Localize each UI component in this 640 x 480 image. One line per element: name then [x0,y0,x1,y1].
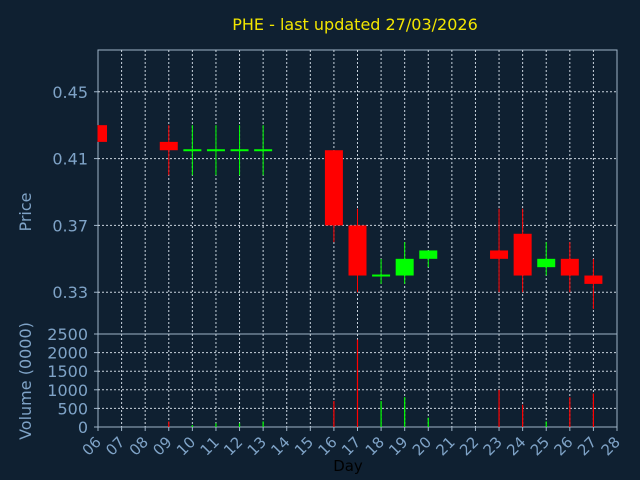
candle-body [98,125,107,142]
x-axis-label: Day [333,457,363,475]
chart-title: PHE - last updated 27/03/2026 [232,15,478,34]
price-panel: 0.45 0.41 0.37 0.33 Price [16,49,618,335]
volume-y-tick-label: 0 [78,418,88,437]
x-axis-ticks: 0607080910111213141516171819202122232425… [79,427,624,459]
volume-bars [168,339,595,427]
x-tick-label: 13 [244,433,270,459]
candle-body [230,149,249,152]
x-tick-label: 11 [197,433,223,459]
x-tick-label: 06 [79,433,105,459]
candle-body [560,258,579,276]
x-tick-label: 24 [503,433,529,459]
candle-body [206,149,225,152]
x-tick-label: 17 [338,433,364,459]
volume-y-tick-label: 1500 [47,362,88,381]
x-tick-label: 07 [102,433,128,459]
x-tick-label: 19 [385,433,411,459]
x-tick-label: 25 [527,433,553,459]
x-tick-label: 10 [173,433,199,459]
x-tick-label: 23 [480,433,506,459]
volume-y-axis-label: Volume (0000) [16,322,35,440]
x-tick-label: 08 [126,433,152,459]
x-tick-label: 27 [574,433,600,459]
x-tick-label: 09 [149,433,175,459]
price-y-tick-label: 0.33 [52,283,88,302]
price-y-ticks: 0.45 0.41 0.37 0.33 [52,83,98,302]
candle-body [348,225,367,276]
price-y-tick-label: 0.37 [52,216,88,235]
volume-y-tick-label: 2500 [47,325,88,344]
candle-body [537,258,556,268]
candle-body [159,141,178,151]
volume-y-tick-label: 2000 [47,344,88,363]
volume-y-tick-label: 1000 [47,381,88,400]
x-tick-label: 26 [550,433,576,459]
price-candles [97,125,603,309]
price-y-tick-label: 0.45 [52,83,88,102]
candle-body [324,150,343,226]
candle-body [254,149,273,152]
x-tick-label: 20 [409,433,435,459]
x-tick-label: 22 [456,433,482,459]
candle-body [395,258,414,276]
candle-body [419,250,438,259]
candle-body [183,149,202,152]
x-tick-label: 28 [598,433,624,459]
x-tick-label: 12 [220,433,246,459]
candle-body [372,274,391,277]
x-tick-label: 18 [362,433,388,459]
price-y-axis-label: Price [16,192,35,231]
volume-y-tick-label: 500 [57,399,88,418]
candle-body [513,233,532,276]
x-tick-label: 21 [432,433,458,459]
candle-body [490,250,509,259]
price-y-tick-label: 0.41 [52,150,88,169]
x-tick-label: 16 [315,433,341,459]
candle-body [584,275,603,284]
x-tick-label: 14 [267,433,293,459]
x-tick-label: 15 [291,433,317,459]
